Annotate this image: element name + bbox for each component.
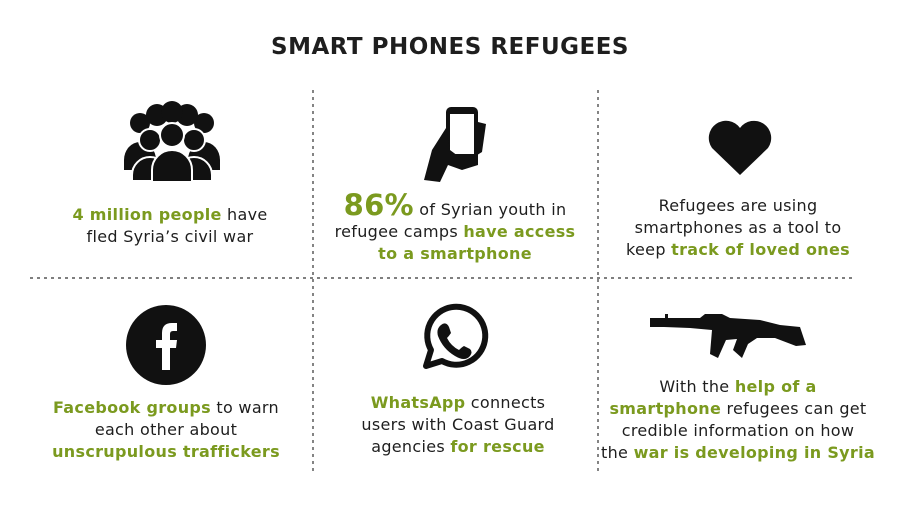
text: have xyxy=(221,205,268,224)
text-line: unscrupulous traffickers xyxy=(26,441,306,463)
text: to warn xyxy=(211,398,279,417)
phone-icon xyxy=(424,107,486,182)
fact-cell: Facebook groups to warn each other about u… xyxy=(26,397,306,463)
rifle-icon xyxy=(650,314,806,358)
text-line: Facebook groups to warn xyxy=(26,397,306,419)
text-line: smartphone refugees can get xyxy=(598,398,878,420)
fact-cell: Refugees are using smartphones as a tool … xyxy=(598,195,878,261)
text: of Syrian youth in xyxy=(413,200,567,219)
text: credible information on how xyxy=(621,421,855,440)
fact-cell: With the help of a smartphone refugees ca… xyxy=(598,376,878,464)
highlight-text: 86% xyxy=(343,188,414,222)
text-line: keep track of loved ones xyxy=(598,239,878,261)
highlight-text: Facebook groups xyxy=(53,398,211,417)
title: SMART PHONES REFUGEES xyxy=(271,34,629,60)
highlight-text: help of a xyxy=(734,377,817,396)
fact-cell: 4 million people have fled Syria’s civil … xyxy=(30,204,310,248)
text: refugees can get xyxy=(721,399,867,418)
highlight-text: war is developing in Syria xyxy=(633,443,875,462)
text: smartphones as a tool to xyxy=(634,218,842,237)
text-line: to a smartphone xyxy=(315,243,595,265)
highlight-text: unscrupulous traffickers xyxy=(52,442,280,461)
text-line: agencies for rescue xyxy=(318,436,598,458)
heart-icon xyxy=(708,120,772,175)
text-line: smartphones as a tool to xyxy=(598,217,878,239)
highlight-text: for rescue xyxy=(450,437,545,456)
text: connects xyxy=(465,393,546,412)
highlight-text: smartphone xyxy=(609,399,722,418)
fact-cell: WhatsApp connects users with Coast Guard a… xyxy=(318,392,598,458)
fact-cell: 86% of Syrian youth in refugee camps have… xyxy=(315,191,595,265)
text-line: 86% of Syrian youth in xyxy=(315,191,595,221)
highlight-text: WhatsApp xyxy=(370,393,466,412)
highlight-text: 4 million people xyxy=(72,205,222,224)
highlight-text: have access xyxy=(463,222,576,241)
text-line: credible information on how xyxy=(598,420,878,442)
text: users with Coast Guard xyxy=(361,415,555,434)
whatsapp-icon xyxy=(423,303,489,369)
text: the xyxy=(601,443,634,462)
text: refugee camps xyxy=(334,222,464,241)
text-line: 4 million people have xyxy=(30,204,310,226)
text: Refugees are using xyxy=(658,196,818,215)
text-line: users with Coast Guard xyxy=(318,414,598,436)
people-icon xyxy=(124,101,220,183)
text-line: With the help of a xyxy=(598,376,878,398)
text-line: Refugees are using xyxy=(598,195,878,217)
text: agencies xyxy=(371,437,451,456)
text-line: the war is developing in Syria xyxy=(598,442,878,464)
text: With the xyxy=(659,377,735,396)
text-line: each other about xyxy=(26,419,306,441)
highlight-text: to a smartphone xyxy=(378,244,532,263)
text: fled Syria’s civil war xyxy=(86,227,254,246)
highlight-text: track of loved ones xyxy=(671,240,850,259)
text-line: fled Syria’s civil war xyxy=(30,226,310,248)
text: each other about xyxy=(94,420,238,439)
text-line: WhatsApp connects xyxy=(318,392,598,414)
text-line: refugee camps have access xyxy=(315,221,595,243)
facebook-icon xyxy=(126,305,206,385)
text: keep xyxy=(626,240,672,259)
